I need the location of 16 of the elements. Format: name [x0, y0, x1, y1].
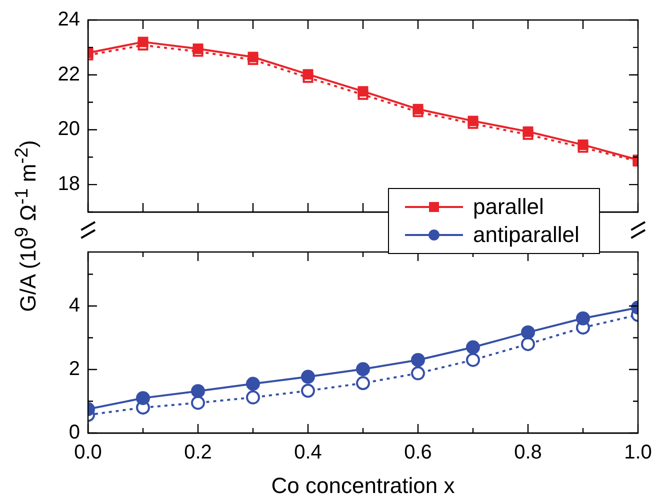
x-tick-label: 0.8 [514, 442, 542, 464]
y-tick-label: 18 [58, 173, 80, 196]
y-tick-label: 20 [58, 118, 80, 140]
x-tick-label: 0.0 [74, 442, 102, 464]
y-tick-label: 22 [58, 63, 80, 86]
x-tick-label: 0.2 [184, 442, 212, 464]
legend-label: antiparallel [473, 222, 580, 248]
legend-label: parallel [473, 194, 544, 220]
y-tick-label: 2 [68, 358, 80, 380]
x-tick-label: 0.6 [404, 442, 432, 464]
y-tick-label: 0 [68, 422, 80, 444]
y-tick-label: 4 [68, 294, 80, 316]
x-tick-label: 0.4 [294, 442, 322, 464]
y-tick-label: 24 [58, 8, 80, 31]
x-axis-title: Co concentration x [271, 472, 455, 498]
x-tick-label: 1.0 [624, 442, 652, 464]
